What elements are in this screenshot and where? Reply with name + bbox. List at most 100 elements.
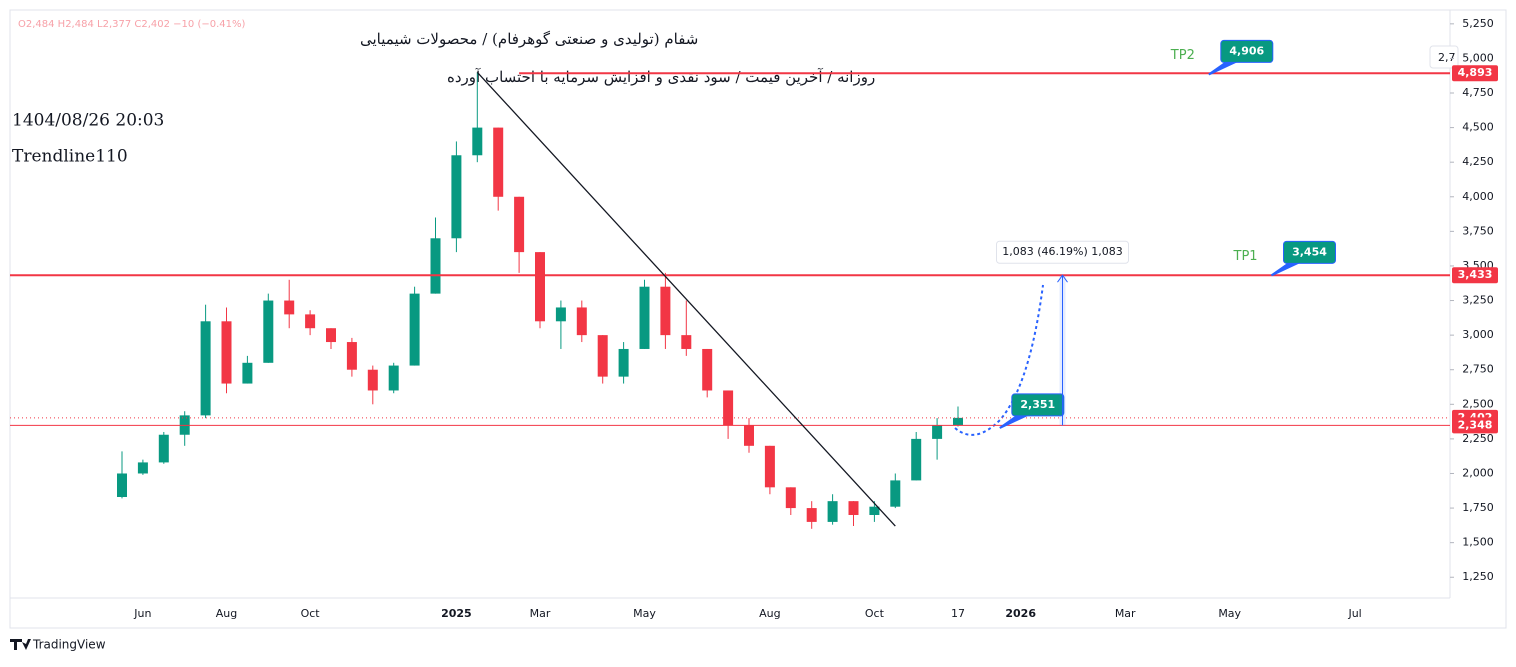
- brand: TradingView: [32, 638, 106, 652]
- measure-head: [1057, 274, 1068, 283]
- candle-body: [744, 425, 754, 446]
- candle-body: [911, 438, 922, 481]
- candle-body: [848, 501, 859, 515]
- y-tick-label: 2,750: [1462, 363, 1494, 376]
- target-box: [1011, 393, 1065, 417]
- candle-body: [242, 362, 253, 384]
- candle-body: [388, 365, 399, 391]
- candle-body: [953, 417, 963, 426]
- candle-body: [869, 506, 880, 515]
- target-value: 4,906: [1229, 44, 1264, 57]
- candle-body: [158, 434, 169, 463]
- y-tick-label: 5,000: [1462, 51, 1494, 64]
- candle-body: [117, 473, 127, 498]
- candle-body: [346, 342, 357, 370]
- candle-body: [430, 238, 441, 294]
- x-tick-label: Aug: [216, 607, 237, 620]
- target-box: [1283, 240, 1336, 264]
- y-tick-label: 4,500: [1462, 121, 1494, 134]
- candle-body: [472, 127, 483, 156]
- candle-body: [221, 321, 232, 384]
- target-value: 3,454: [1292, 245, 1327, 258]
- target-value: 2,351: [1020, 398, 1055, 411]
- candle-body: [326, 328, 336, 343]
- candle-body: [367, 369, 378, 391]
- x-tick-label: Mar: [530, 607, 551, 620]
- y-tick-label: 1,500: [1462, 536, 1494, 549]
- x-tick-label: Aug: [759, 607, 780, 620]
- candle-body: [576, 307, 587, 336]
- y-tick-label: 1,750: [1462, 501, 1494, 514]
- frame: [9, 9, 1507, 629]
- x-tick-label: 2026: [1005, 607, 1036, 620]
- timestamp: 1404/08/26 20:03: [12, 111, 164, 131]
- candle-body: [639, 286, 650, 349]
- note: Trendline110: [12, 147, 128, 167]
- y-tick-label: 3,750: [1462, 224, 1494, 237]
- corner-label: 2,7: [1438, 51, 1456, 64]
- candle-body: [451, 155, 462, 239]
- candle-body: [702, 348, 713, 391]
- x-tick-label: Jun: [133, 607, 151, 620]
- y-tick-label: 2,250: [1462, 432, 1494, 445]
- y-tick-label: 1,250: [1462, 570, 1494, 583]
- price-label: 4,893: [1458, 66, 1493, 79]
- candle-body: [785, 487, 796, 509]
- corner-box: [1429, 45, 1459, 69]
- target-box: [1220, 39, 1274, 63]
- candle-body: [618, 348, 629, 377]
- x-tick-label: Oct: [301, 607, 321, 620]
- measure-label: 1,083 (46.19%) 1,083: [1002, 245, 1123, 258]
- price-label: 2,348: [1458, 418, 1493, 431]
- candle-body: [806, 508, 817, 522]
- chart-title: شفام (تولیدی و صنعتی گوهرفام) / محصولات …: [360, 30, 698, 48]
- candle-body: [890, 480, 901, 507]
- price-label-box: [1452, 267, 1498, 284]
- candle-body: [200, 321, 211, 416]
- y-tick-label: 3,250: [1462, 294, 1494, 307]
- price-label-box: [1452, 65, 1498, 82]
- candle-body: [263, 300, 274, 363]
- y-tick-label: 2,000: [1462, 466, 1494, 479]
- candle-body: [660, 286, 671, 336]
- y-tick-label: 2,500: [1462, 397, 1494, 410]
- y-tick-label: 5,250: [1462, 17, 1494, 30]
- brand-logo: [10, 639, 31, 650]
- candle-body: [535, 252, 545, 322]
- x-tick-label: 17: [951, 607, 965, 620]
- candle-body: [137, 462, 148, 474]
- candle-body: [555, 307, 566, 322]
- target-name: TP2: [1170, 48, 1195, 63]
- target-name: TP1: [1233, 249, 1258, 264]
- y-tick-label: 4,750: [1462, 86, 1494, 99]
- candle-body: [827, 501, 838, 522]
- candle-body: [764, 445, 775, 488]
- measure-label-box: [996, 240, 1129, 264]
- y-tick-label: 4,000: [1462, 190, 1494, 203]
- x-tick-label: 2025: [441, 607, 472, 620]
- price-label-box: [1452, 417, 1498, 434]
- candle-body: [409, 293, 420, 366]
- ohlc-header: O2,484 H2,484 L2,377 C2,402 −10 (−0.41%): [18, 19, 246, 30]
- x-tick-label: Mar: [1115, 607, 1136, 620]
- y-tick-label: 4,250: [1462, 155, 1494, 168]
- price-label: 3,433: [1458, 268, 1493, 281]
- projection-curve: [954, 284, 1044, 436]
- candle-body: [284, 300, 295, 315]
- candle-body: [493, 127, 504, 197]
- candle-body: [932, 425, 943, 439]
- x-tick-label: May: [633, 607, 656, 620]
- y-tick-label: 3,000: [1462, 328, 1494, 341]
- candle-body: [597, 335, 608, 377]
- candle-body: [681, 335, 692, 349]
- x-tick-label: May: [1218, 607, 1241, 620]
- trendline: [476, 71, 896, 527]
- x-tick-label: Jul: [1347, 607, 1361, 620]
- candle-body: [305, 314, 316, 329]
- x-tick-label: Oct: [865, 607, 885, 620]
- candle-body: [514, 196, 525, 253]
- chart-subtitle: روزانه / آخرین قیمت / سود نقدی و افزایش …: [447, 68, 875, 86]
- candle-body: [723, 390, 734, 426]
